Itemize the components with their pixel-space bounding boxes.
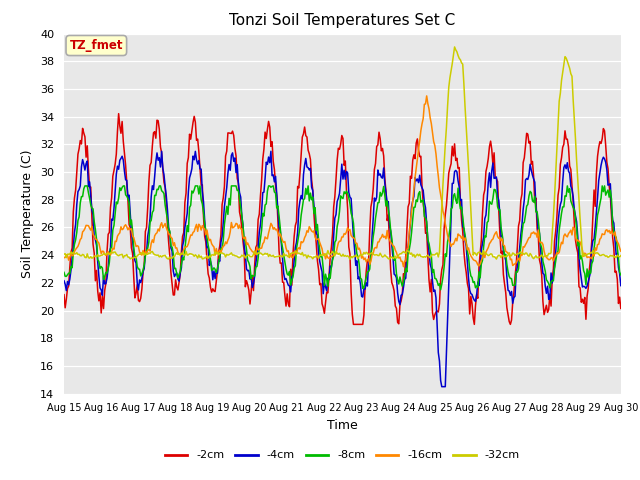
-4cm	[60, 278, 68, 284]
-32cm	[399, 249, 407, 254]
Y-axis label: Soil Temperature (C): Soil Temperature (C)	[22, 149, 35, 278]
Line: -16cm: -16cm	[64, 96, 621, 267]
-32cm	[60, 252, 68, 257]
-32cm	[617, 252, 625, 258]
-4cm	[296, 198, 304, 204]
-8cm	[81, 183, 89, 189]
-16cm	[399, 264, 407, 270]
-16cm	[295, 245, 303, 251]
-4cm	[438, 384, 445, 390]
-32cm	[295, 250, 303, 256]
-2cm	[115, 111, 122, 117]
-16cm	[472, 258, 479, 264]
-16cm	[60, 255, 68, 261]
Legend: -2cm, -4cm, -8cm, -16cm, -32cm: -2cm, -4cm, -8cm, -16cm, -32cm	[161, 446, 524, 465]
Text: TZ_fmet: TZ_fmet	[70, 39, 123, 52]
-16cm	[423, 93, 431, 99]
-4cm	[158, 148, 166, 154]
Line: -2cm: -2cm	[64, 114, 621, 324]
-16cm	[617, 248, 625, 254]
-2cm	[60, 292, 68, 298]
-4cm	[373, 194, 381, 200]
-16cm	[568, 232, 576, 238]
-8cm	[399, 279, 407, 285]
-8cm	[296, 225, 304, 230]
-32cm	[234, 253, 241, 259]
Line: -4cm: -4cm	[64, 151, 621, 387]
-8cm	[373, 207, 381, 213]
-2cm	[296, 170, 304, 176]
-4cm	[472, 299, 479, 304]
-2cm	[374, 142, 381, 148]
-32cm	[472, 251, 479, 256]
-8cm	[617, 272, 625, 278]
-8cm	[60, 269, 68, 275]
-32cm	[451, 44, 458, 50]
-16cm	[399, 259, 406, 264]
Title: Tonzi Soil Temperatures Set C: Tonzi Soil Temperatures Set C	[229, 13, 456, 28]
-2cm	[617, 306, 625, 312]
-2cm	[349, 322, 357, 327]
-8cm	[472, 285, 479, 290]
-2cm	[234, 180, 242, 186]
-4cm	[568, 186, 576, 192]
-8cm	[436, 287, 444, 293]
-32cm	[568, 73, 576, 79]
Line: -8cm: -8cm	[64, 186, 621, 290]
-2cm	[568, 182, 576, 188]
Line: -32cm: -32cm	[64, 47, 621, 259]
-4cm	[617, 283, 625, 288]
-32cm	[373, 252, 381, 258]
-2cm	[401, 272, 408, 278]
-8cm	[568, 201, 576, 207]
-4cm	[399, 285, 407, 290]
-8cm	[234, 187, 242, 193]
X-axis label: Time: Time	[327, 419, 358, 432]
-32cm	[346, 256, 354, 262]
-16cm	[234, 221, 241, 227]
-4cm	[234, 180, 242, 186]
-2cm	[472, 303, 479, 309]
-16cm	[372, 245, 380, 251]
